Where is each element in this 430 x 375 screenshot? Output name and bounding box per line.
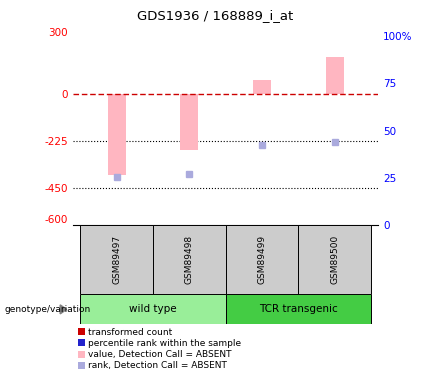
Text: GSM89497: GSM89497 [112, 235, 121, 284]
Text: genotype/variation: genotype/variation [4, 305, 91, 314]
Bar [108, 94, 126, 175]
Bar [80, 225, 153, 294]
Bar [253, 80, 271, 94]
Text: GSM89499: GSM89499 [258, 235, 267, 284]
Legend: transformed count, percentile rank within the sample, value, Detection Call = AB: transformed count, percentile rank withi… [77, 328, 242, 370]
Bar [180, 94, 199, 150]
Text: wild type: wild type [129, 304, 177, 314]
Bar [298, 225, 371, 294]
Bar [80, 294, 226, 324]
Text: GSM89498: GSM89498 [185, 235, 194, 284]
Text: GDS1936 / 168889_i_at: GDS1936 / 168889_i_at [137, 9, 293, 22]
Bar [153, 225, 226, 294]
Bar [226, 294, 371, 324]
Text: GSM89500: GSM89500 [330, 235, 339, 284]
Bar [226, 225, 298, 294]
Bar [326, 57, 344, 94]
Polygon shape [60, 305, 67, 314]
Text: TCR transgenic: TCR transgenic [259, 304, 338, 314]
